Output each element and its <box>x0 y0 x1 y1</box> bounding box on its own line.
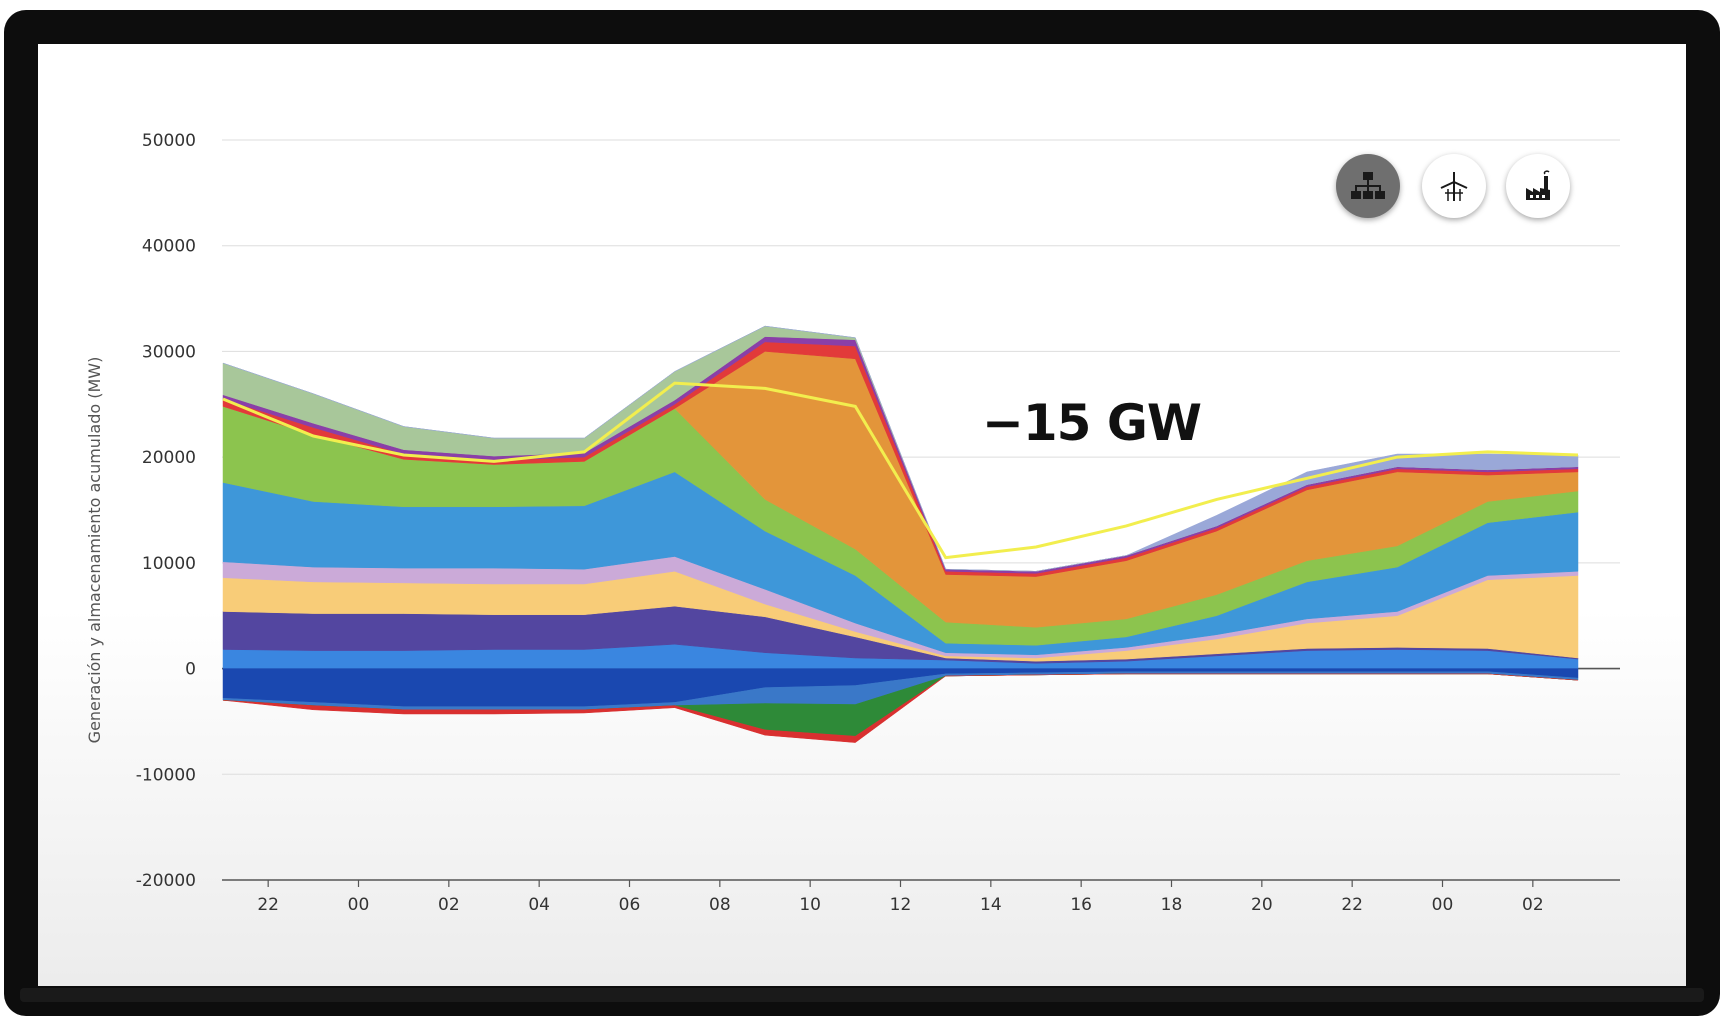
x-tick-label: 18 <box>1161 895 1183 915</box>
x-tick-label: 02 <box>1522 895 1544 915</box>
line-layer <box>222 381 1579 560</box>
area-layer <box>222 325 1579 743</box>
y-tick-label: 0 <box>185 660 196 680</box>
chart-panel: 50000 40000 30000 20000 10000 0 -10000 -20000 22… <box>38 44 1686 986</box>
x-tick-label: 10 <box>799 895 821 915</box>
x-tick-label: 00 <box>1432 895 1454 915</box>
y-tick-label: 20000 <box>142 448 196 468</box>
y-tick-label: -10000 <box>136 765 196 785</box>
renewables-view-button[interactable] <box>1422 154 1486 218</box>
negative-area-3 <box>222 673 1579 743</box>
conventional-view-button[interactable] <box>1506 154 1570 218</box>
network-hierarchy-icon <box>1351 172 1385 199</box>
positive-area-10 <box>222 325 1579 572</box>
y-axis-label: Generación y almacenamiento acumulado (M… <box>85 357 104 744</box>
x-tick-label: 20 <box>1251 895 1273 915</box>
y-tick-label: -20000 <box>136 871 196 891</box>
demand-line <box>222 381 1579 560</box>
grid-view-button[interactable] <box>1336 154 1400 218</box>
wind-turbine-icon <box>1440 172 1468 201</box>
axis-layer: 50000400003000020000100000-10000-2000022… <box>136 131 1544 915</box>
x-tick-label: 14 <box>980 895 1002 915</box>
x-tick-label: 12 <box>890 895 912 915</box>
screen-bottom-bezel <box>20 988 1704 1002</box>
x-tick-label: 16 <box>1070 895 1092 915</box>
y-tick-label: 40000 <box>142 237 196 257</box>
y-tick-label: 50000 <box>142 131 196 151</box>
factory-icon <box>1526 170 1550 200</box>
annotation-drop: −15 GW <box>982 394 1201 452</box>
x-tick-label: 08 <box>709 895 731 915</box>
x-tick-label: 02 <box>438 895 460 915</box>
x-tick-label: 22 <box>257 895 279 915</box>
x-tick-label: 06 <box>619 895 641 915</box>
y-tick-label: 30000 <box>142 342 196 362</box>
generation-chart: 50000400003000020000100000-10000-2000022… <box>85 131 1620 915</box>
x-tick-label: 04 <box>528 895 550 915</box>
x-tick-label: 22 <box>1341 895 1363 915</box>
y-tick-label: 10000 <box>142 554 196 574</box>
x-tick-label: 00 <box>348 895 370 915</box>
